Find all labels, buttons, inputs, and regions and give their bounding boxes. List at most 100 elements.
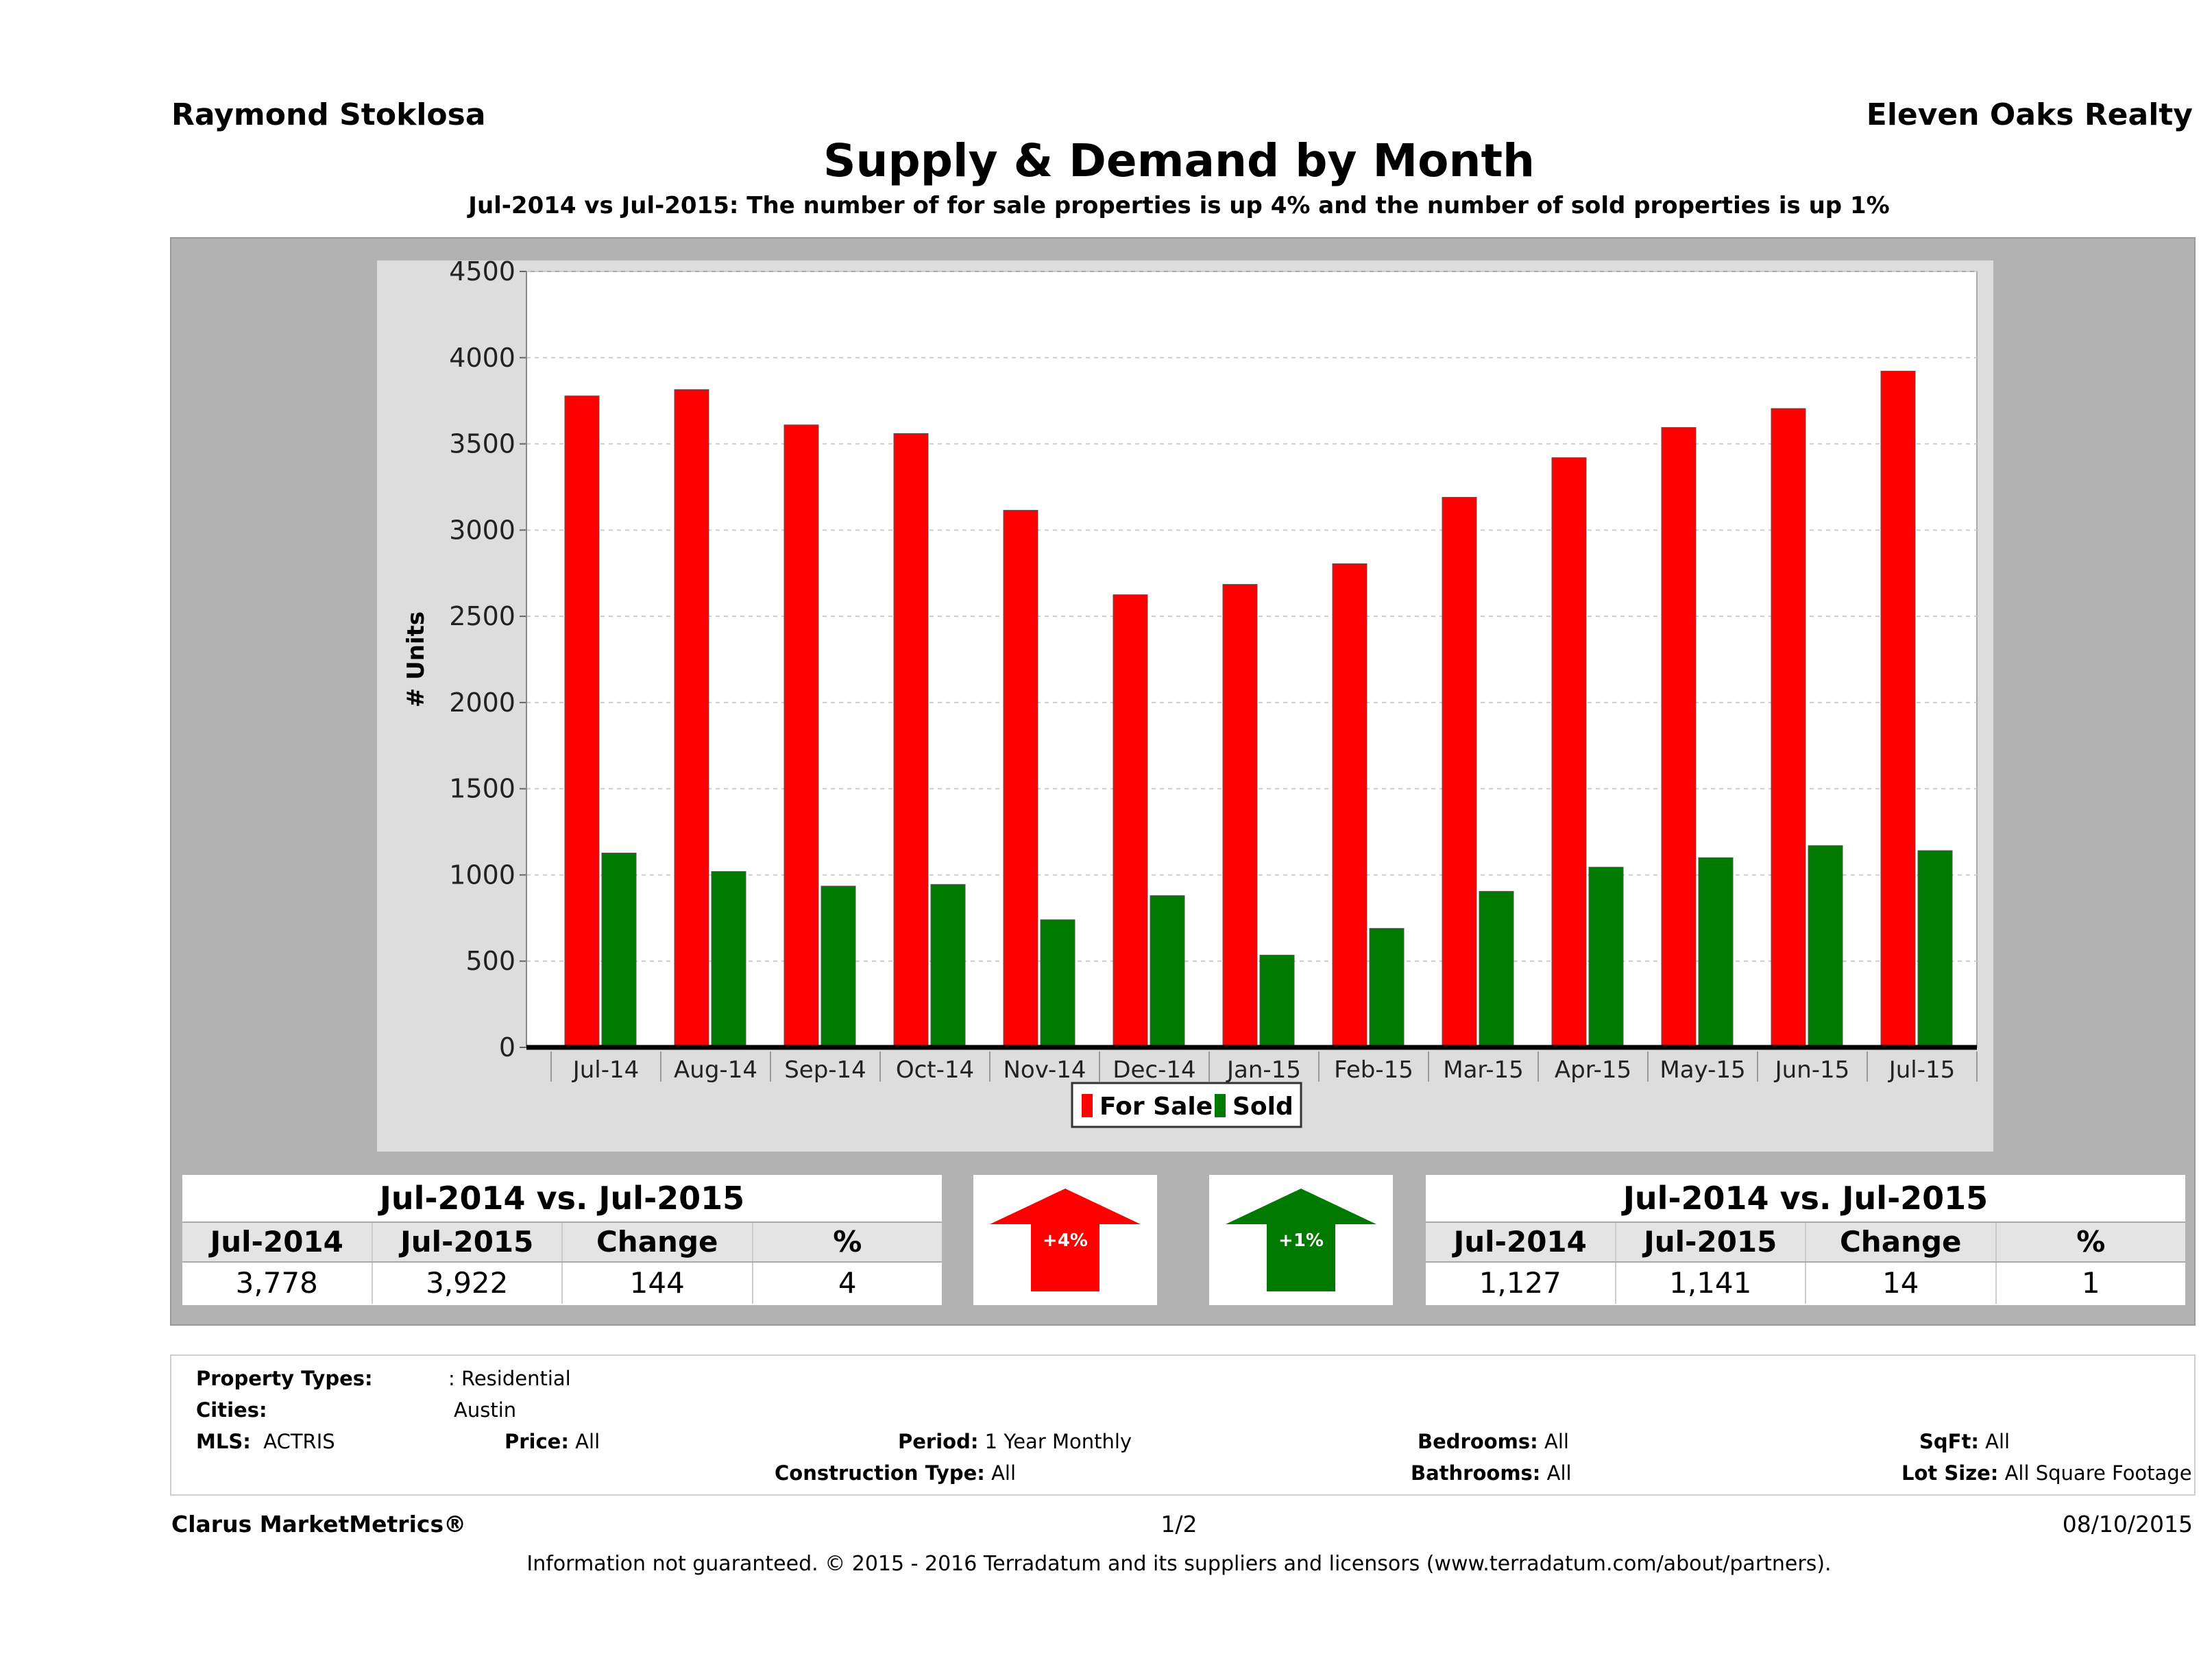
for-sale-stats-box: Jul-2014 vs. Jul-2015 Jul-2014 Jul-2015 … <box>182 1175 942 1305</box>
y-tick-label: 4500 <box>449 260 515 287</box>
x-tick-label: Mar-15 <box>1443 1056 1524 1084</box>
sold-arrow-box: +1% <box>1209 1175 1393 1305</box>
bar-sold <box>1259 954 1295 1048</box>
sold-header-jul2014: Jul-2014 <box>1453 1225 1587 1258</box>
sold-value-jul2015: 1,141 <box>1614 1263 1806 1304</box>
y-tick-label: 500 <box>465 946 515 976</box>
y-tick-label: 1000 <box>449 860 515 890</box>
sqft-value: All <box>1985 1430 2010 1453</box>
for-sale-header-percent: % <box>751 1223 943 1261</box>
bar-chart: 0 500 1000 1500 2000 2500 3000 3500 4000 4500 # Un… <box>402 260 1978 1128</box>
bar-for-sale <box>564 396 600 1048</box>
sold-value-jul2014: 1,127 <box>1479 1266 1561 1300</box>
bar-for-sale <box>1551 457 1587 1048</box>
for-sale-value-jul2015: 3,922 <box>371 1263 562 1304</box>
bedrooms-label: Bedrooms: <box>1418 1430 1538 1453</box>
bar-for-sale <box>783 424 819 1048</box>
for-sale-header-jul2014: Jul-2014 <box>210 1225 343 1258</box>
x-tick-label: Oct-14 <box>896 1056 974 1084</box>
bar-for-sale <box>893 433 929 1048</box>
sqft-label: SqFt: <box>1919 1430 1979 1453</box>
legend-label: Sold <box>1232 1093 1293 1121</box>
y-axis-label: # Units <box>402 611 430 707</box>
lot-size-value: All Square Footage <box>2004 1461 2192 1485</box>
x-tick-label: Sep-14 <box>784 1056 866 1084</box>
y-tick-label: 3000 <box>449 515 515 545</box>
bar-sold <box>601 852 637 1048</box>
bathrooms-value: All <box>1546 1461 1572 1485</box>
bar-sold <box>1808 845 1843 1048</box>
sold-arrow-label: +1% <box>1278 1230 1324 1251</box>
cities-value: Austin <box>454 1398 517 1422</box>
x-tick-label: Apr-15 <box>1555 1056 1631 1084</box>
bedrooms-value: All <box>1544 1430 1569 1453</box>
legend-swatch <box>1215 1094 1226 1117</box>
construction-value: All <box>991 1461 1017 1485</box>
brokerage-name: Eleven Oaks Realty <box>1866 97 2193 132</box>
up-arrow-shape <box>1226 1189 1376 1291</box>
y-tick-label: 0 <box>499 1032 515 1062</box>
x-tick-label: Jan-15 <box>1226 1056 1301 1084</box>
bar-sold <box>1040 919 1075 1048</box>
y-tick-label: 1500 <box>449 774 515 804</box>
product-name: Clarus MarketMetrics® <box>171 1511 467 1537</box>
page-number: 1/2 <box>1160 1511 1198 1537</box>
x-tick-label: Dec-14 <box>1113 1056 1195 1084</box>
bar-sold <box>711 871 746 1048</box>
for-sale-value-jul2014: 3,778 <box>235 1266 318 1300</box>
sold-stats-title: Jul-2014 vs. Jul-2015 <box>1426 1175 2185 1223</box>
bar-for-sale <box>1332 563 1368 1048</box>
x-tick-label: Jul-15 <box>1888 1056 1956 1084</box>
sold-value-change: 14 <box>1805 1263 1995 1304</box>
cities-label: Cities: <box>196 1398 267 1422</box>
legend-swatch <box>1082 1094 1093 1117</box>
for-sale-arrow-label: +4% <box>1043 1230 1088 1251</box>
up-arrow-icon: +4% <box>990 1189 1141 1291</box>
bar-for-sale <box>1880 370 1916 1048</box>
sold-stats-header: Jul-2014 Jul-2015 Change % <box>1426 1223 2185 1263</box>
bar-for-sale <box>1771 408 1806 1048</box>
for-sale-value-percent: 4 <box>751 1263 943 1304</box>
for-sale-value-change: 144 <box>561 1263 752 1304</box>
sold-stats-box: Jul-2014 vs. Jul-2015 Jul-2014 Jul-2015 … <box>1426 1175 2185 1305</box>
x-tick-label: May-15 <box>1660 1056 1745 1084</box>
for-sale-header-change: Change <box>561 1223 752 1261</box>
y-tick-label: 3500 <box>449 429 515 459</box>
sold-value-percent: 1 <box>1995 1263 2186 1304</box>
agent-name: Raymond Stoklosa <box>171 97 486 132</box>
bar-for-sale <box>1003 509 1038 1048</box>
lot-size-label: Lot Size: <box>1901 1461 1999 1485</box>
up-arrow-icon: +1% <box>1226 1189 1376 1291</box>
bar-sold <box>1588 866 1624 1048</box>
period-value: 1 Year Monthly <box>984 1430 1132 1453</box>
bar-for-sale <box>674 389 709 1048</box>
legend-label: For Sale <box>1099 1093 1213 1121</box>
y-tick-label: 4000 <box>449 343 515 373</box>
price-label: Price: <box>505 1430 569 1453</box>
report-subtitle: Jul-2014 vs Jul-2015: The number of for … <box>468 192 1890 219</box>
x-tick-label: Aug-14 <box>674 1056 757 1084</box>
for-sale-stats-values: 3,778 3,922 144 4 <box>182 1263 942 1304</box>
x-tick-label: Feb-15 <box>1334 1056 1413 1084</box>
bar-for-sale <box>1442 497 1477 1048</box>
bar-sold <box>1150 895 1185 1048</box>
mls-label: MLS: <box>196 1430 251 1453</box>
report-date: 08/10/2015 <box>2062 1511 2193 1537</box>
sold-stats-values: 1,127 1,141 14 1 <box>1426 1263 2185 1304</box>
bar-for-sale <box>1113 594 1148 1048</box>
legend-box <box>1071 1082 1302 1128</box>
bar-sold <box>1479 890 1514 1048</box>
bar-for-sale <box>1222 584 1258 1048</box>
sold-header-percent: % <box>1995 1223 2186 1261</box>
for-sale-stats-header: Jul-2014 Jul-2015 Change % <box>182 1223 942 1263</box>
mls-value: ACTRIS <box>263 1430 335 1453</box>
bar-sold <box>930 884 966 1048</box>
sold-header-change: Change <box>1805 1223 1995 1261</box>
sold-header-jul2015: Jul-2015 <box>1614 1223 1806 1261</box>
x-tick-label: Jun-15 <box>1774 1056 1850 1084</box>
y-tick-label: 2500 <box>449 601 515 631</box>
bar-sold <box>1698 857 1734 1048</box>
report-title: Supply & Demand by Month <box>823 134 1535 187</box>
bar-sold <box>1369 927 1405 1048</box>
bar-for-sale <box>1661 427 1697 1048</box>
